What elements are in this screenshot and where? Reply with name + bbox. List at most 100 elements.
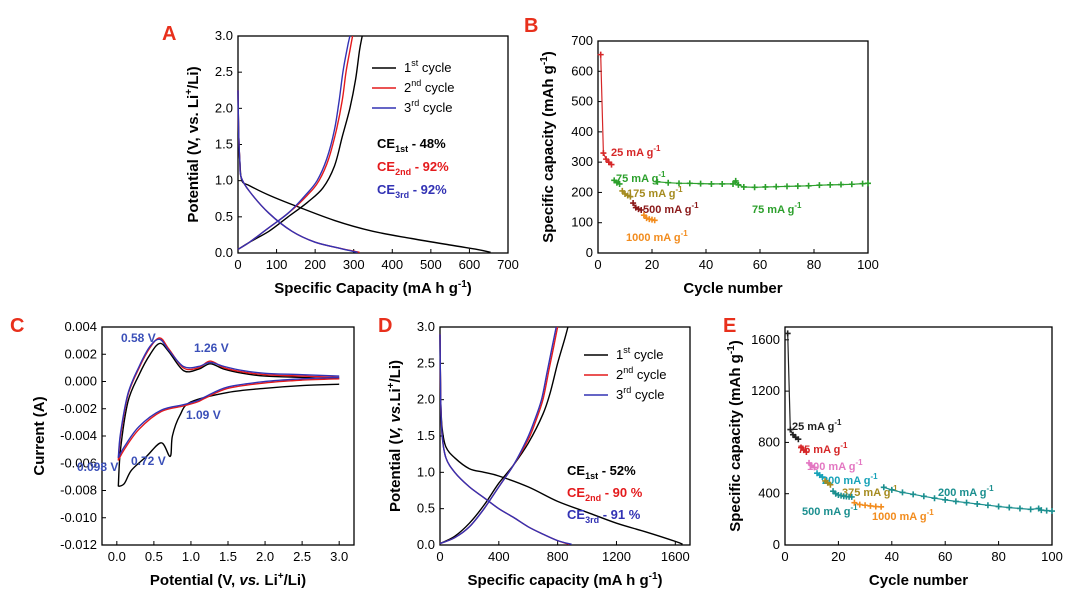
x-axis-label-end: /Li)	[284, 572, 307, 589]
data-point	[859, 180, 866, 187]
data-point	[963, 499, 970, 506]
legend-rest: cycle	[631, 387, 664, 402]
x-axis-label-mid: Li	[260, 572, 278, 589]
series-line-1	[117, 342, 340, 487]
rate-label-text: 100 mA g	[807, 461, 856, 473]
ce-value: - 92%	[409, 182, 447, 197]
ce-sub: 2nd	[395, 167, 411, 177]
y-tick-label: 0.004	[64, 319, 97, 334]
y-axis-label-text: Specific capacity (mAh g	[727, 354, 744, 532]
series-line-4	[117, 376, 340, 459]
y-axis-label-sup: -1	[539, 56, 550, 65]
legend-entry: 2nd cycle	[616, 365, 666, 382]
data-point	[848, 493, 855, 500]
data-point	[952, 498, 959, 505]
x-tick-label: 0.0	[108, 549, 126, 564]
y-axis-label-sup: -1	[726, 345, 737, 354]
rate-label-sup: -1	[658, 170, 666, 179]
data-point	[811, 464, 818, 471]
y-tick-label: -0.012	[60, 537, 97, 552]
x-tick-label: 1600	[661, 549, 690, 564]
rate-label-text: 75 mA g	[616, 173, 658, 185]
rate-label-sup: -1	[856, 458, 864, 467]
y-tick-label: -0.010	[60, 510, 97, 525]
x-axis-label: Cycle number	[683, 280, 782, 297]
x-tick-label: 20	[645, 257, 659, 272]
ce-value: - 92%	[411, 159, 449, 174]
rate-label-text: 500 mA g	[643, 204, 692, 216]
rate-label-sup: -1	[840, 441, 848, 450]
x-tick-label: 2.5	[293, 549, 311, 564]
rate-label: 25 mA g-1	[611, 144, 661, 159]
rate-label-text: 175 mA g	[627, 188, 676, 200]
rate-label: 1000 mA g-1	[626, 229, 688, 244]
ce-prefix: CE	[567, 507, 585, 522]
panel-label: D	[378, 315, 392, 337]
data-point	[851, 499, 858, 506]
x-axis-label-italic: vs.	[239, 572, 260, 589]
x-axis-label-text: Specific capacity (mA h g	[467, 572, 648, 589]
data-point	[819, 474, 826, 481]
data-point	[878, 503, 885, 510]
rate-label-sup: -1	[676, 185, 684, 194]
ce-sub: 2nd	[585, 493, 601, 503]
data-point	[805, 182, 812, 189]
data-point	[627, 193, 634, 200]
x-tick-label: 0	[436, 549, 443, 564]
data-point	[608, 161, 615, 168]
data-point	[1027, 506, 1034, 513]
peak-annotation: 0.72 V	[131, 454, 166, 468]
data-point	[735, 181, 742, 188]
legend-rest: cycle	[419, 100, 452, 115]
data-point	[931, 495, 938, 502]
x-axis-label-text: Specific Capacity (mA h g	[274, 280, 458, 297]
data-point	[665, 179, 672, 186]
rate-label: 75 mA g-1	[616, 170, 666, 185]
legend-rest: cycle	[421, 80, 454, 95]
y-axis-label-end: /Li)	[387, 360, 404, 383]
rate-label-text: 25 mA g	[611, 147, 653, 159]
ce-annotation: CE2nd - 92%	[377, 159, 449, 177]
rate-label-text: 1000 mA g	[626, 232, 681, 244]
y-tick-label: 0.002	[64, 346, 97, 361]
x-axis-label-text: Potential (V,	[150, 572, 239, 589]
rate-label: 100 mA g-1	[807, 458, 863, 473]
rate-label-sup: -1	[871, 472, 879, 481]
y-axis-label: Specific capacity (mAh g-1)	[539, 51, 557, 242]
legend-sup: st	[411, 58, 419, 68]
panel-b: 0 20 40 60 80 100 0 100 200 300 400 500 600 700 25 mA …	[524, 15, 879, 297]
data-point	[686, 180, 693, 187]
legend-rest: cycle	[633, 367, 666, 382]
rate-label-sup: -1	[834, 418, 842, 427]
y-tick-label: 2.5	[417, 355, 435, 370]
y-tick-label: 700	[571, 33, 593, 48]
ce-prefix: CE	[377, 136, 395, 151]
x-axis-label-text: Cycle number	[869, 572, 968, 589]
y-tick-label: 1.5	[215, 137, 233, 152]
rate-label-sup: -1	[794, 201, 802, 210]
ce-annotation: CE2nd - 90 %	[567, 485, 643, 503]
rate-label-sup: -1	[692, 201, 700, 210]
x-tick-label: 500	[420, 257, 442, 272]
legend-num: 2	[404, 80, 411, 95]
data-point	[872, 503, 879, 510]
x-tick-label: 0	[234, 257, 241, 272]
y-axis-label-mid: Li	[387, 388, 404, 401]
y-tick-label: 200	[571, 184, 593, 199]
rate-label: 500 mA g-1	[802, 503, 858, 518]
legend-num: 1	[616, 347, 623, 362]
y-tick-label: 1200	[751, 383, 780, 398]
data-point	[719, 180, 726, 187]
rate-label: 500 mA g-1	[643, 201, 699, 216]
panel-c: 0.0 0.5 1.0 1.5 2.0 2.5 3.0 0.004 0.002 0.000 -0.0…	[10, 315, 355, 589]
series-line-0	[439, 334, 683, 545]
panel-label: B	[524, 15, 538, 37]
rate-label-text: 500 mA g	[802, 506, 851, 518]
x-tick-label: 100	[266, 257, 288, 272]
data-point	[880, 484, 887, 491]
rate-label: 375 mA g-1	[842, 484, 898, 499]
ce-sub: 1st	[395, 144, 408, 154]
series-line-0	[237, 90, 491, 253]
series-line-3	[117, 337, 340, 461]
legend-entry: 3rd cycle	[616, 385, 664, 402]
